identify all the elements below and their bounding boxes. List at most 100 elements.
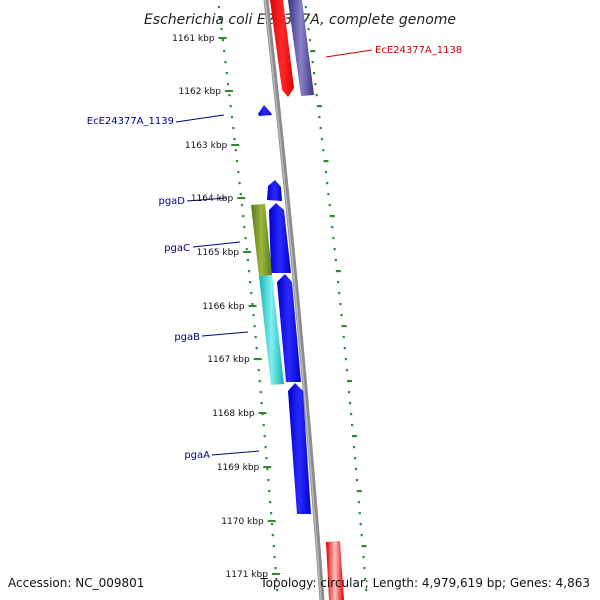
outer-track-dot bbox=[365, 589, 368, 592]
kbp-ticks: 1161 kbp 1162 kbp 1163 kbp 1164 kbp 1165 kbp… bbox=[172, 34, 280, 580]
inner-track-dot bbox=[267, 479, 270, 482]
gene-label-EcE24377A_1138[interactable]: EcE24377A_1138 bbox=[375, 45, 462, 56]
outer-tick-track bbox=[304, 6, 368, 592]
outer-track-dot bbox=[342, 336, 345, 339]
inner-track-dot bbox=[268, 490, 271, 493]
inner-track-dot bbox=[273, 556, 276, 559]
inner-track-dot bbox=[245, 248, 248, 251]
leader-EcE24377A_1139 bbox=[175, 114, 225, 123]
inner-track-dot bbox=[226, 83, 230, 86]
gene-label-pgaD[interactable]: pgaD bbox=[158, 196, 185, 207]
outer-track-dot bbox=[334, 259, 337, 262]
leader-pgaB bbox=[201, 331, 249, 337]
gene-EcE24377A_1139[interactable] bbox=[258, 105, 272, 116]
inner-track-dot bbox=[242, 215, 245, 218]
genome-backbone bbox=[263, 0, 325, 600]
inner-track-dot bbox=[237, 171, 240, 174]
inner-track-dot bbox=[243, 226, 246, 229]
outer-track-dot bbox=[307, 28, 310, 31]
inner-track-dot bbox=[270, 523, 274, 526]
inner-track-dot bbox=[247, 270, 251, 273]
outer-track-dot bbox=[328, 204, 331, 207]
gene-pgaB-blue[interactable] bbox=[277, 274, 301, 382]
gene-pgaD[interactable] bbox=[267, 180, 282, 201]
inner-track-dot bbox=[269, 501, 272, 504]
inner-track-dot bbox=[272, 545, 275, 548]
inner-track-dot bbox=[251, 303, 254, 306]
inner-track-dot bbox=[246, 259, 250, 262]
gene-neighbor[interactable] bbox=[288, 0, 314, 96]
inner-track-dot bbox=[263, 435, 266, 438]
inner-track-dot bbox=[261, 413, 264, 416]
gene-next-red[interactable] bbox=[326, 541, 344, 600]
inner-track-dot bbox=[255, 347, 258, 350]
outer-track-dot bbox=[353, 457, 357, 460]
inner-track-dot bbox=[240, 204, 244, 207]
outer-track-dot bbox=[319, 127, 322, 130]
gene-label-EcE24377A_1139[interactable]: EcE24377A_1139 bbox=[87, 116, 174, 127]
inner-track-dot bbox=[238, 182, 241, 185]
outer-track-dot bbox=[323, 160, 329, 163]
outer-track-dot bbox=[314, 83, 317, 86]
leader-pgaA bbox=[211, 450, 260, 456]
gene-EcE24377A_1138[interactable] bbox=[270, 0, 294, 97]
outer-track-dot bbox=[354, 468, 358, 471]
outer-track-dot bbox=[360, 534, 363, 537]
outer-track-dot bbox=[346, 380, 352, 383]
outer-track-dot bbox=[320, 138, 324, 141]
outer-track-dot bbox=[361, 545, 367, 548]
inner-track-dot bbox=[250, 292, 253, 295]
outer-track-dot bbox=[316, 105, 322, 108]
gene-label-pgaB[interactable]: pgaB bbox=[174, 332, 200, 343]
kbp-tick-label: 1161 kbp bbox=[172, 34, 215, 44]
inner-track-dot bbox=[239, 193, 242, 196]
outer-track-dot bbox=[331, 226, 334, 229]
outer-track-dot bbox=[356, 490, 362, 493]
gene-pgaA[interactable] bbox=[288, 383, 311, 514]
inner-track-dot bbox=[262, 424, 265, 427]
gene-label-pgaC[interactable]: pgaC bbox=[164, 243, 190, 254]
kbp-tick-label: 1166 kbp bbox=[202, 302, 245, 312]
outer-track-dot bbox=[341, 325, 347, 328]
inner-track-dot bbox=[254, 336, 257, 339]
accession-text: Accession: NC_009801 bbox=[8, 576, 144, 590]
inner-track-dot bbox=[234, 149, 237, 152]
outer-track-dot bbox=[332, 237, 335, 240]
inner-track-dot bbox=[221, 39, 224, 42]
outer-track-dot bbox=[338, 292, 341, 295]
gene-pgaC-blue[interactable] bbox=[269, 203, 291, 273]
outer-track-dot bbox=[337, 281, 340, 284]
inner-track-dot bbox=[259, 391, 262, 394]
outer-track-dot bbox=[364, 578, 367, 581]
kbp-tick-label: 1168 kbp bbox=[212, 409, 255, 419]
inner-track-dot bbox=[244, 237, 247, 240]
outer-track-dot bbox=[324, 171, 327, 174]
outer-track-dot bbox=[308, 39, 312, 42]
outer-track-dot bbox=[363, 567, 366, 570]
outer-track-dot bbox=[304, 6, 307, 9]
inner-track-dot bbox=[217, 6, 220, 9]
inner-track-dot bbox=[224, 61, 227, 64]
inner-track-dot bbox=[220, 28, 223, 31]
kbp-tick-label: 1163 kbp bbox=[185, 141, 228, 151]
inner-track-dot bbox=[219, 17, 222, 20]
inner-track-dot bbox=[252, 314, 255, 317]
kbp-tick-label: 1167 kbp bbox=[207, 355, 250, 365]
gene-pgaC[interactable] bbox=[251, 204, 272, 276]
kbp-tick-label: 1162 kbp bbox=[179, 87, 222, 97]
inner-track-dot bbox=[230, 116, 234, 119]
outer-track-dot bbox=[311, 61, 314, 64]
outer-track-dot bbox=[348, 402, 352, 405]
outer-track-dot bbox=[350, 424, 354, 427]
inner-track-dot bbox=[223, 50, 226, 53]
genome-summary-text: Topology: circular; Length: 4,979,619 bp… bbox=[259, 576, 590, 590]
outer-track-dot bbox=[340, 314, 343, 317]
gene-pgaB[interactable] bbox=[259, 275, 284, 385]
gene-label-pgaA[interactable]: pgaA bbox=[184, 450, 210, 461]
inner-track-dot bbox=[235, 160, 239, 163]
kbp-tick-label: 1165 kbp bbox=[197, 248, 240, 258]
outer-track-dot bbox=[306, 17, 309, 20]
kbp-tick-label: 1170 kbp bbox=[221, 517, 264, 527]
outer-track-dot bbox=[351, 435, 357, 438]
